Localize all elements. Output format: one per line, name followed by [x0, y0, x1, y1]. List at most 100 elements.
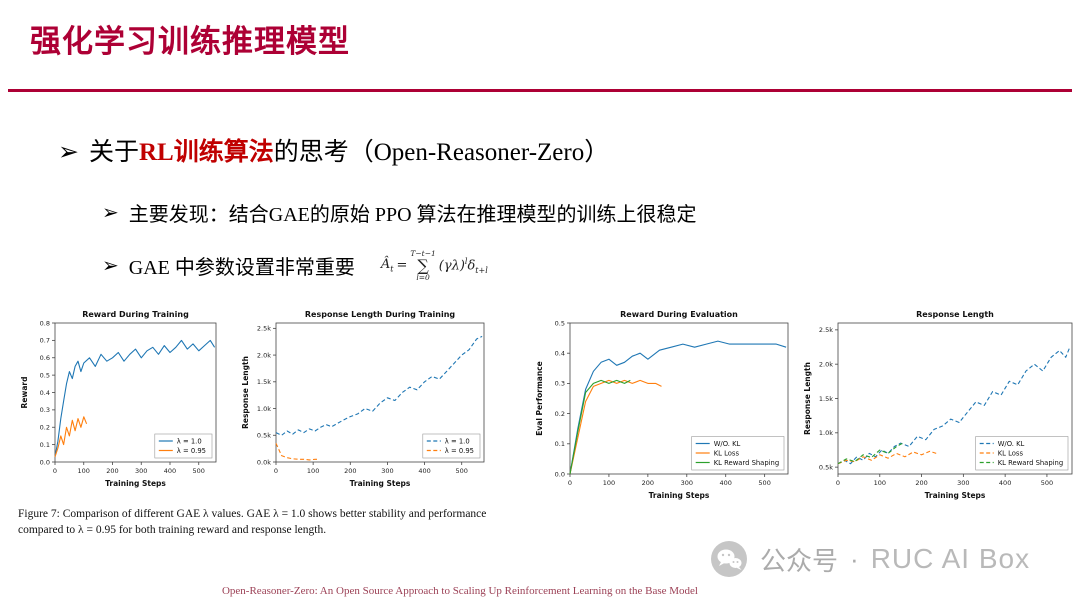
- svg-text:0.8: 0.8: [40, 319, 50, 327]
- svg-text:2.5k: 2.5k: [819, 326, 833, 334]
- svg-text:0.5k: 0.5k: [257, 432, 271, 440]
- figure-caption: Figure 7: Comparison of different GAE λ …: [18, 508, 487, 536]
- svg-text:2.0k: 2.0k: [257, 351, 271, 359]
- svg-text:Reward: Reward: [20, 377, 29, 409]
- formula-summation: T−t−1 ∑ l=0: [410, 249, 436, 282]
- svg-text:Response Length: Response Length: [241, 356, 250, 429]
- svg-text:W/O. KL: W/O. KL: [714, 440, 741, 448]
- svg-text:0.3: 0.3: [40, 406, 50, 414]
- svg-text:200: 200: [106, 467, 118, 475]
- svg-text:0: 0: [568, 479, 572, 487]
- svg-text:Training Steps: Training Steps: [350, 479, 411, 488]
- svg-text:0.0: 0.0: [40, 458, 50, 466]
- gae-advantage-formula: Ât = T−t−1 ∑ l=0 (γλ)lδt+l: [381, 250, 488, 281]
- svg-text:1.5k: 1.5k: [257, 378, 271, 386]
- svg-text:0.5: 0.5: [555, 319, 565, 327]
- svg-text:Response Length: Response Length: [916, 310, 994, 319]
- chart-reward-during-training: 0 100 200 300 400 500 0.0 0.1 0.2 0.3 0.4 0.5 0.6 0.7…: [18, 306, 223, 497]
- bullet-main-post: 的思考（Open-Reasoner-Zero）: [273, 139, 610, 166]
- svg-text:Reward During Training: Reward During Training: [82, 310, 189, 319]
- evaluation-charts-group: 0 100 200 300 400 500 0.0 0.1 0.2 0.3 0.4 0.5 Reward…: [533, 306, 1079, 538]
- svg-text:100: 100: [874, 479, 886, 487]
- svg-text:2.0k: 2.0k: [819, 360, 833, 368]
- bullet-arrow-icon: ➢: [102, 255, 119, 277]
- svg-text:500: 500: [193, 467, 205, 475]
- bullet-main: ➢ 关于RL训练算法的思考（Open-Reasoner-Zero）: [58, 132, 609, 168]
- svg-text:2.5k: 2.5k: [257, 325, 271, 333]
- svg-text:200: 200: [915, 479, 927, 487]
- formula-lhs: Ât: [380, 257, 394, 274]
- chart-response-length: 0 100 200 300 400 500 0.5k 1.0k 1.5k 2.0k 2.5k Resp…: [801, 306, 1079, 538]
- bullet-arrow-icon: ➢: [58, 139, 79, 166]
- bullet-arrow-icon: ➢: [102, 202, 119, 224]
- page-title: 强化学习训练推理模型: [30, 24, 350, 59]
- bullet-main-pre: 关于: [88, 139, 139, 166]
- svg-text:Reward During Evaluation: Reward During Evaluation: [620, 310, 738, 319]
- svg-text:0.4: 0.4: [555, 350, 565, 358]
- svg-text:Response Length: Response Length: [803, 362, 812, 435]
- svg-text:0.0: 0.0: [555, 470, 565, 478]
- watermark-separator: ·: [850, 543, 859, 574]
- svg-text:0.7: 0.7: [40, 337, 50, 345]
- svg-text:0.2: 0.2: [555, 410, 565, 418]
- svg-text:λ = 0.95: λ = 0.95: [445, 447, 474, 455]
- bullet-main-text: 关于RL训练算法的思考（Open-Reasoner-Zero）: [89, 139, 609, 166]
- svg-text:100: 100: [307, 467, 319, 475]
- svg-text:0.2: 0.2: [40, 424, 50, 432]
- sigma-symbol: ∑: [417, 255, 429, 275]
- svg-text:500: 500: [1041, 479, 1053, 487]
- formula-equals: =: [396, 258, 408, 273]
- svg-text:KL Loss: KL Loss: [998, 449, 1024, 457]
- svg-text:0.0k: 0.0k: [257, 458, 271, 466]
- charts-row: 0 100 200 300 400 500 0.0 0.1 0.2 0.3 0.4 0.5 0.6 0.7…: [18, 306, 1079, 538]
- svg-text:400: 400: [418, 467, 430, 475]
- svg-text:0: 0: [274, 467, 278, 475]
- formula-term: (γλ)lδt+l: [438, 256, 488, 275]
- watermark-label: 公众号: [760, 545, 839, 576]
- svg-text:100: 100: [603, 479, 615, 487]
- bullet-sub2: ➢ GAE 中参数设置非常重要 Ât = T−t−1 ∑ l=0 (γλ)lδt+…: [102, 250, 488, 281]
- svg-text:200: 200: [344, 467, 356, 475]
- svg-text:Training Steps: Training Steps: [105, 479, 166, 488]
- svg-text:0: 0: [836, 479, 840, 487]
- svg-text:300: 300: [381, 467, 393, 475]
- svg-text:1.5k: 1.5k: [819, 395, 833, 403]
- svg-text:Response Length During Trainin: Response Length During Training: [305, 310, 456, 319]
- svg-text:0.3: 0.3: [555, 380, 565, 388]
- svg-text:λ = 1.0: λ = 1.0: [177, 437, 202, 445]
- bullet-sub2-text: GAE 中参数设置非常重要: [128, 257, 355, 279]
- svg-text:400: 400: [720, 479, 732, 487]
- bullet-sub1-text: 主要发现：结合GAE的原始 PPO 算法在推理模型的训练上很稳定: [128, 204, 697, 226]
- svg-text:0: 0: [53, 467, 57, 475]
- bullet-sub1: ➢ 主要发现：结合GAE的原始 PPO 算法在推理模型的训练上很稳定: [102, 198, 697, 227]
- svg-text:300: 300: [957, 479, 969, 487]
- bullet-main-highlight: RL训练算法: [138, 139, 274, 166]
- svg-text:500: 500: [758, 479, 770, 487]
- svg-text:100: 100: [78, 467, 90, 475]
- watermark: 公众号 · RUC AI Box: [710, 540, 1030, 578]
- svg-text:400: 400: [164, 467, 176, 475]
- svg-text:0.1: 0.1: [40, 441, 50, 449]
- svg-text:Eval Performance: Eval Performance: [535, 361, 544, 435]
- svg-text:Training Steps: Training Steps: [649, 491, 710, 500]
- svg-text:λ = 1.0: λ = 1.0: [445, 437, 470, 445]
- svg-text:300: 300: [681, 479, 693, 487]
- svg-text:KL Loss: KL Loss: [714, 449, 740, 457]
- svg-text:400: 400: [999, 479, 1011, 487]
- watermark-brand: RUC AI Box: [870, 543, 1031, 574]
- title-divider: [8, 89, 1072, 92]
- svg-text:Training Steps: Training Steps: [925, 491, 986, 500]
- footer-citation: Open-Reasoner-Zero: An Open Source Appro…: [221, 585, 698, 597]
- svg-text:500: 500: [456, 467, 468, 475]
- svg-text:200: 200: [642, 479, 654, 487]
- svg-text:300: 300: [135, 467, 147, 475]
- svg-text:KL Reward Shaping: KL Reward Shaping: [714, 459, 780, 467]
- chart-reward-during-evaluation: 0 100 200 300 400 500 0.0 0.1 0.2 0.3 0.4 0.5 Reward…: [533, 306, 795, 538]
- svg-text:KL Reward Shaping: KL Reward Shaping: [998, 459, 1063, 467]
- svg-text:λ = 0.95: λ = 0.95: [177, 447, 206, 455]
- svg-text:0.1: 0.1: [555, 440, 565, 448]
- wechat-icon: [711, 541, 747, 577]
- svg-text:0.4: 0.4: [40, 389, 50, 397]
- svg-text:0.5k: 0.5k: [819, 463, 833, 471]
